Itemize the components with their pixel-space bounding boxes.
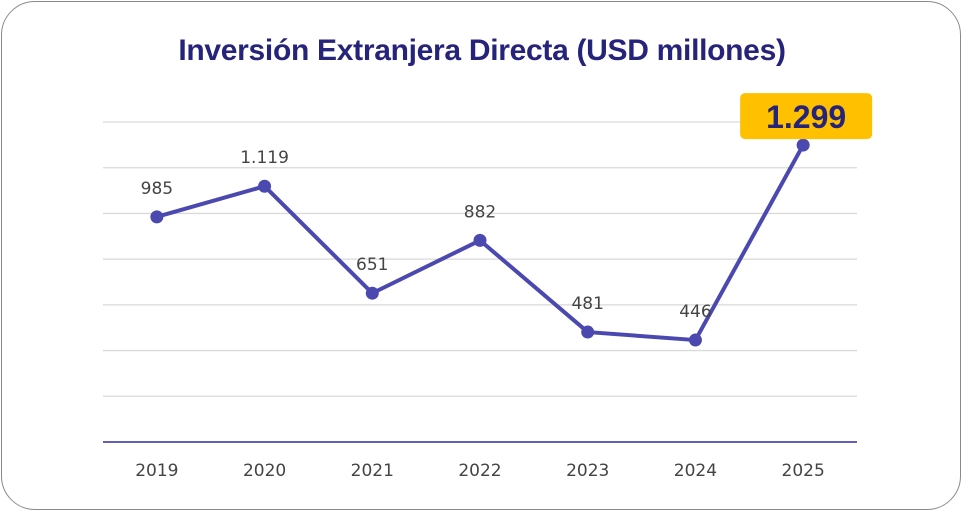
- highlight-label: 1.299: [766, 99, 846, 135]
- data-point: [258, 179, 272, 193]
- data-label: 481: [571, 294, 603, 314]
- data-point: [150, 210, 164, 224]
- grid-lines: [103, 121, 857, 397]
- data-point: [581, 325, 595, 339]
- x-tick-label: 2022: [458, 461, 501, 481]
- highlight-callout: 1.299: [740, 93, 873, 140]
- x-tick-label: 2023: [566, 461, 609, 481]
- data-label: 882: [464, 202, 496, 222]
- data-label: 985: [141, 179, 173, 199]
- data-point: [473, 233, 487, 247]
- x-tick-labels: 2019 2020 2021 2022 2023 2024 2025: [135, 461, 825, 481]
- data-point: [365, 286, 379, 300]
- x-tick-label: 2025: [782, 461, 825, 481]
- x-tick-label: 2019: [135, 461, 178, 481]
- data-point: [688, 333, 702, 347]
- data-points: [150, 138, 810, 347]
- data-label: 651: [356, 255, 388, 275]
- data-label: 1.119: [240, 148, 289, 168]
- data-labels: 985 1.119 651 882 481 446: [141, 148, 712, 322]
- x-tick-label: 2020: [243, 461, 286, 481]
- chart-title: Inversión Extranjera Directa (USD millon…: [178, 34, 786, 67]
- x-tick-label: 2021: [351, 461, 394, 481]
- x-tick-label: 2024: [674, 461, 717, 481]
- highlight-badge: [740, 93, 873, 140]
- data-point: [796, 138, 810, 152]
- data-label: 446: [679, 302, 711, 322]
